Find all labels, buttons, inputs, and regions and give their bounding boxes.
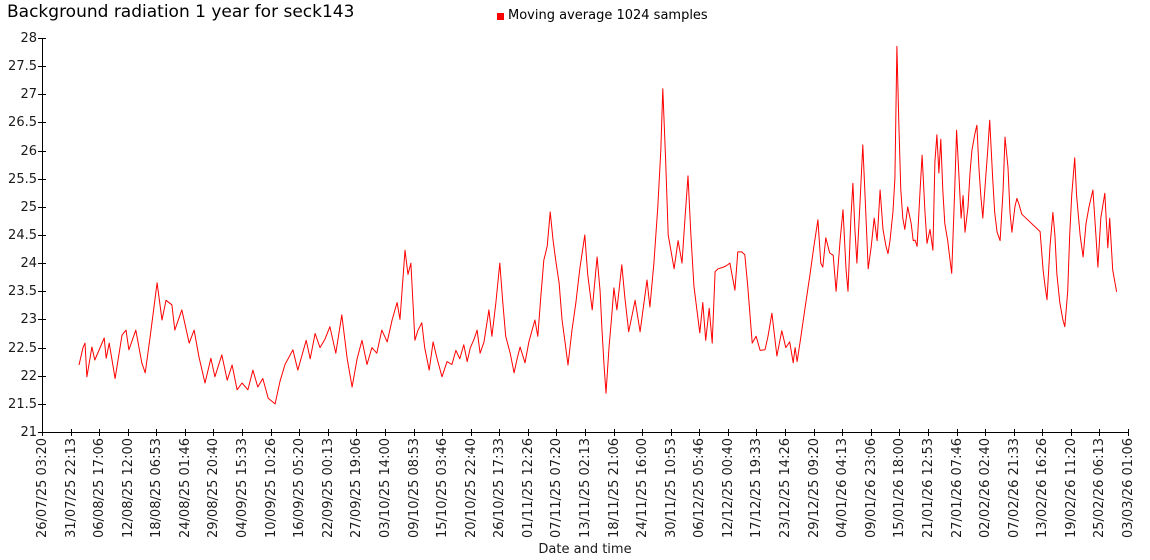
y-tick-label: 24: [20, 255, 37, 271]
y-tick-label: 23.5: [8, 283, 37, 299]
axes-lines: [38, 38, 1129, 436]
y-tick-label: 23: [20, 311, 37, 327]
y-tick-label: 27.5: [8, 58, 37, 74]
y-tick-label: 21.5: [8, 396, 37, 412]
y-tick-label: 28: [20, 30, 37, 46]
legend-label: Moving average 1024 samples: [508, 8, 708, 23]
legend-marker-icon: [497, 12, 504, 20]
y-tick-label: 24.5: [8, 227, 37, 243]
y-tick-label: 21: [20, 424, 37, 440]
y-tick-label: 22: [20, 368, 37, 384]
x-axis-title: Date and time: [538, 542, 632, 557]
y-tick-label: 26.5: [8, 114, 37, 130]
y-tick-label: 27: [20, 86, 37, 102]
series-line: [78, 45, 1118, 405]
y-tick-label: 25.5: [8, 171, 37, 187]
chart-title: Background radiation 1 year for seck143: [7, 2, 355, 22]
y-axis-title: CPM: [0, 223, 3, 252]
legend: Moving average 1024 samples: [497, 8, 708, 23]
y-tick-label: 26: [20, 143, 37, 159]
y-tick-label: 22.5: [8, 340, 37, 356]
y-tick-label: 25: [20, 199, 37, 215]
